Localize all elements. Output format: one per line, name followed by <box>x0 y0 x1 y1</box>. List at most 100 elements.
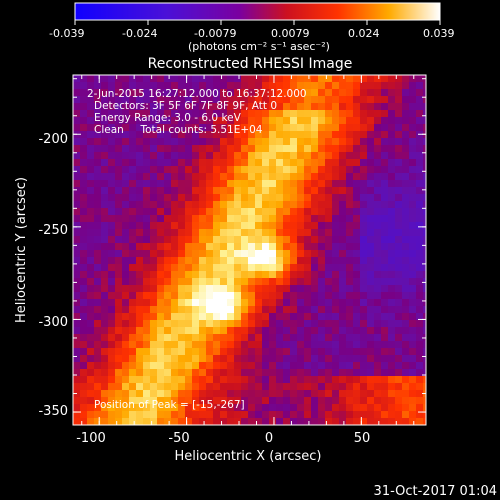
heatmap-cell <box>73 376 81 384</box>
heatmap-cell <box>73 222 81 230</box>
heatmap-cell <box>171 341 179 349</box>
heatmap-cell <box>269 229 277 237</box>
heatmap-cell <box>360 271 368 279</box>
heatmap-cell <box>248 194 256 202</box>
heatmap-cell <box>276 159 284 167</box>
heatmap-cell <box>353 138 361 146</box>
heatmap-cell <box>304 376 312 384</box>
heatmap-cell <box>185 159 193 167</box>
heatmap-cell <box>241 243 249 251</box>
heatmap-cell <box>248 152 256 160</box>
heatmap-cell <box>388 194 396 202</box>
heatmap-cell <box>409 341 417 349</box>
heatmap-cell <box>87 145 95 153</box>
heatmap-cell <box>87 320 95 328</box>
heatmap-cell <box>283 229 291 237</box>
heatmap-cell <box>311 201 319 209</box>
heatmap-cell <box>416 250 424 258</box>
heatmap-cell <box>339 187 347 195</box>
heatmap-cell <box>73 180 81 188</box>
heatmap-cell <box>409 145 417 153</box>
heatmap-cell <box>178 180 186 188</box>
heatmap-cell <box>241 299 249 307</box>
heatmap-cell <box>122 159 130 167</box>
heatmap-cell <box>192 166 200 174</box>
heatmap-cell <box>269 257 277 265</box>
heatmap-cell <box>234 180 242 188</box>
heatmap-cell <box>241 117 249 125</box>
heatmap-cell <box>283 96 291 104</box>
heatmap-cell <box>311 229 319 237</box>
heatmap-cell <box>73 208 81 216</box>
heatmap-cell <box>339 362 347 370</box>
heatmap-cell <box>402 194 410 202</box>
heatmap-cell <box>269 278 277 286</box>
heatmap-cell <box>318 187 326 195</box>
heatmap-cell <box>276 110 284 118</box>
heatmap-cell <box>269 348 277 356</box>
heatmap-cell <box>283 124 291 132</box>
heatmap-cell <box>87 110 95 118</box>
heatmap-cell <box>339 397 347 405</box>
heatmap-cell <box>423 243 426 251</box>
heatmap-cell <box>402 250 410 258</box>
heatmap-cell <box>220 397 228 405</box>
heatmap-cell <box>311 82 319 90</box>
heatmap-cell <box>206 89 214 97</box>
heatmap-cell <box>164 341 172 349</box>
heatmap-cell <box>178 257 186 265</box>
heatmap-cell <box>171 194 179 202</box>
heatmap-cell <box>367 278 375 286</box>
heatmap-cell <box>283 75 291 83</box>
heatmap-cell <box>325 145 333 153</box>
heatmap-cell <box>339 89 347 97</box>
heatmap-cell <box>290 159 298 167</box>
heatmap-cell <box>374 201 382 209</box>
heatmap-cell <box>136 75 144 83</box>
heatmap-cell <box>122 341 130 349</box>
heatmap-cell <box>199 243 207 251</box>
heatmap-cell <box>353 201 361 209</box>
heatmap-cell <box>248 180 256 188</box>
heatmap-cell <box>318 404 326 412</box>
heatmap-cell <box>381 418 389 425</box>
heatmap-cell <box>395 362 403 370</box>
heatmap-cell <box>178 411 186 419</box>
heatmap-cell <box>360 313 368 321</box>
heatmap-cell <box>339 271 347 279</box>
heatmap-cell <box>339 376 347 384</box>
heatmap-cell <box>108 117 116 125</box>
heatmap-cell <box>304 397 312 405</box>
heatmap-cell <box>192 194 200 202</box>
heatmap-cell <box>388 306 396 314</box>
heatmap-cell <box>94 103 102 111</box>
heatmap-cell <box>353 187 361 195</box>
heatmap-cell <box>325 82 333 90</box>
heatmap-cell <box>122 390 130 398</box>
heatmap-cell <box>339 110 347 118</box>
heatmap-cell <box>318 313 326 321</box>
heatmap-cell <box>374 124 382 132</box>
heatmap-cell <box>409 173 417 181</box>
heatmap-cell <box>269 103 277 111</box>
heatmap-cell <box>192 250 200 258</box>
heatmap-cell <box>409 166 417 174</box>
heatmap-cell <box>346 320 354 328</box>
heatmap-cell <box>241 285 249 293</box>
heatmap-cell <box>325 250 333 258</box>
heatmap-cell <box>136 152 144 160</box>
heatmap-cell <box>395 299 403 307</box>
heatmap-cell <box>311 348 319 356</box>
heatmap-cell <box>339 194 347 202</box>
heatmap-cell <box>122 166 130 174</box>
heatmap-cell <box>381 138 389 146</box>
heatmap-cell <box>262 166 270 174</box>
heatmap-cell <box>136 383 144 391</box>
heatmap-cell <box>269 236 277 244</box>
heatmap-cell <box>234 264 242 272</box>
annotation-total-counts: Clean Total counts: 5.51E+04 <box>94 124 263 136</box>
heatmap-cell <box>164 180 172 188</box>
heatmap-cell <box>241 173 249 181</box>
heatmap-cell <box>157 271 165 279</box>
heatmap-cell <box>402 208 410 216</box>
